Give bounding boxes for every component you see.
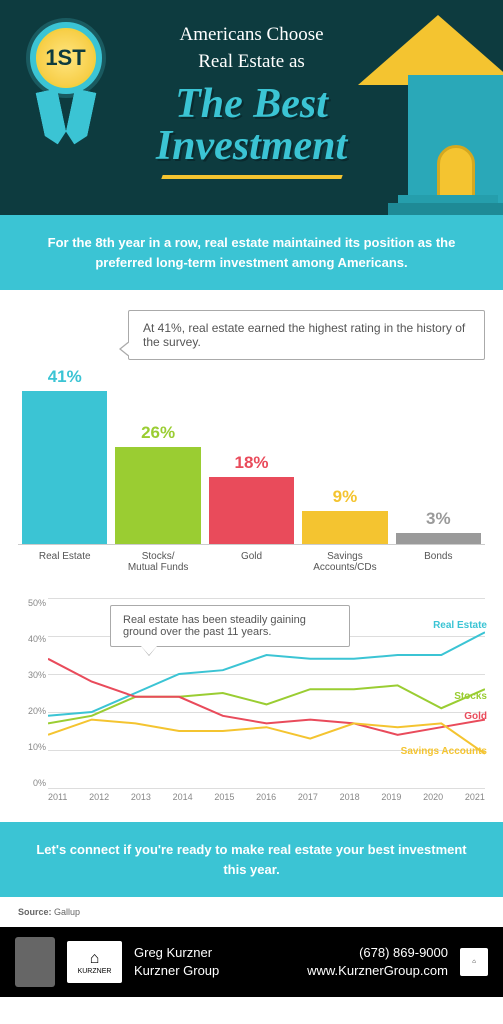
source-citation: Source: Gallup [0, 897, 503, 927]
bar-chart: 41%26%18%9%3% [18, 370, 485, 545]
equal-housing-icon: ⌂ [460, 948, 488, 976]
house-illustration [383, 15, 503, 215]
bar-chart-section: At 41%, real estate earned the highest r… [0, 290, 503, 583]
footer: ⌂KURZNER Greg Kurzner Kurzner Group (678… [0, 927, 503, 997]
hero-section: 1ST Americans ChooseReal Estate as The B… [0, 0, 503, 215]
ribbon-text: 1ST [45, 45, 85, 71]
line-chart-x-axis: 2011201220132014201520162017201820192020… [48, 792, 485, 802]
line-chart-section: Real estate has been steadily gaining gr… [0, 583, 503, 822]
ribbon-badge: 1ST [18, 18, 113, 158]
footer-contact-name: Greg Kurzner Kurzner Group [134, 944, 219, 980]
bar-chart-callout: At 41%, real estate earned the highest r… [128, 310, 485, 360]
subhead-banner: For the 8th year in a row, real estate m… [0, 215, 503, 290]
company-logo: ⌂KURZNER [67, 941, 122, 983]
bar-chart-labels: Real EstateStocks/Mutual FundsGoldSaving… [18, 545, 485, 573]
line-chart-callout: Real estate has been steadily gaining gr… [110, 605, 350, 647]
underline-accent [161, 175, 342, 179]
avatar [15, 937, 55, 987]
cta-banner: Let's connect if you're ready to make re… [0, 822, 503, 897]
footer-contact-info: (678) 869-9000 www.KurznerGroup.com [307, 944, 448, 980]
